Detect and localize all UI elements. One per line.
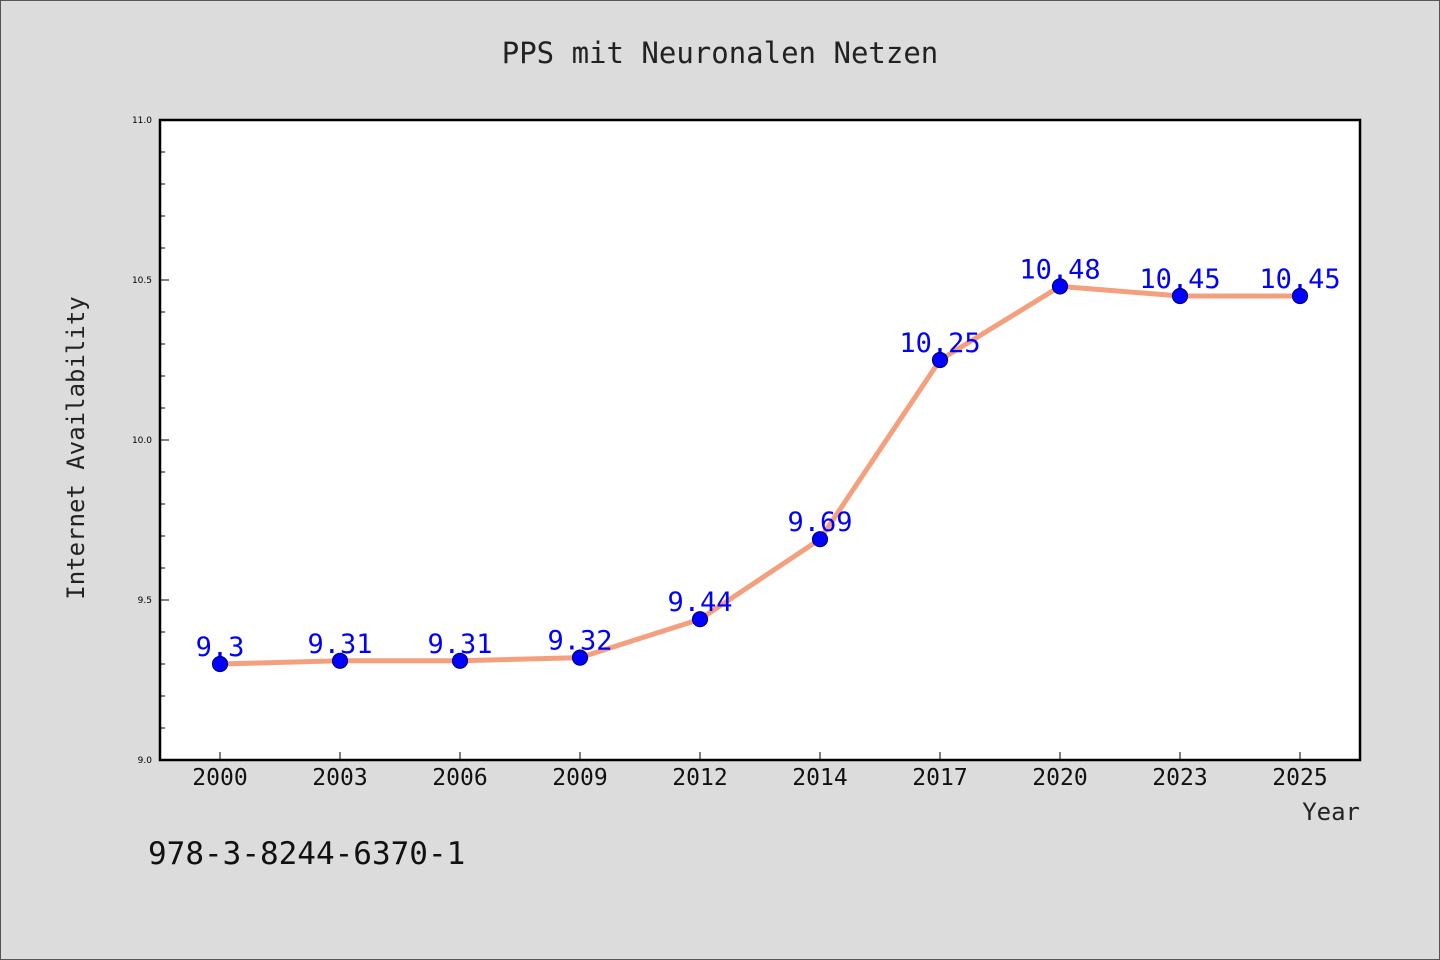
x-tick-label: 2003 <box>312 765 367 791</box>
data-point <box>1291 287 1309 305</box>
chart-title: PPS mit Neuronalen Netzen <box>502 36 939 70</box>
data-point <box>571 649 589 666</box>
y-tick-label: 10.0 <box>132 436 152 446</box>
y-tick-label: 9.0 <box>138 756 153 766</box>
x-tick-label: 2025 <box>1272 765 1327 791</box>
y-axis-label: Internet Availability <box>62 296 90 599</box>
data-point <box>691 611 709 628</box>
data-point <box>1171 287 1189 305</box>
data-label: 9.3 <box>196 632 245 663</box>
x-tick-label: 2014 <box>792 765 847 791</box>
data-point <box>211 655 229 673</box>
data-labels: 9.3 9.31 9.31 9.32 9.44 9.69 10.25 10.48 10.45 10… <box>196 254 1341 663</box>
y-axis: 9.0 9.5 10.0 10.5 11.0 <box>132 116 169 766</box>
data-label: 9.69 <box>787 507 852 538</box>
data-point <box>811 531 829 548</box>
data-label: 10.45 <box>1139 264 1220 295</box>
y-tick-label: 11.0 <box>132 116 152 126</box>
x-tick-label: 2006 <box>432 765 487 791</box>
data-point <box>451 652 469 669</box>
data-label: 9.32 <box>547 626 612 657</box>
x-tick-label: 2020 <box>1032 765 1087 791</box>
data-label: 10.25 <box>899 328 980 359</box>
x-tick-label: 2023 <box>1152 765 1207 791</box>
data-point <box>931 351 949 369</box>
x-axis: 2000 2003 2006 2009 2012 2014 2017 2020 2023 2025 <box>192 752 1328 791</box>
series-line <box>217 283 1303 667</box>
data-point <box>331 652 349 669</box>
data-label: 9.44 <box>667 587 732 618</box>
data-label: 10.45 <box>1259 264 1340 295</box>
y-tick-label: 9.5 <box>138 596 152 606</box>
data-label: 9.31 <box>307 629 372 660</box>
isbn-label: 978-3-8244-6370-1 <box>148 836 465 872</box>
y-tick-label: 10.5 <box>132 276 152 286</box>
x-tick-label: 2000 <box>192 765 247 791</box>
x-tick-label: 2012 <box>672 765 727 791</box>
data-label: 10.48 <box>1019 254 1100 285</box>
data-label: 9.31 <box>427 629 492 660</box>
data-point <box>1051 278 1069 295</box>
x-tick-label: 2017 <box>912 765 967 791</box>
plot-area <box>158 118 1362 762</box>
x-tick-label: 2009 <box>552 765 607 791</box>
series-line-group <box>217 283 1303 667</box>
x-axis-label: Year <box>1302 798 1360 826</box>
data-markers <box>211 278 1309 673</box>
